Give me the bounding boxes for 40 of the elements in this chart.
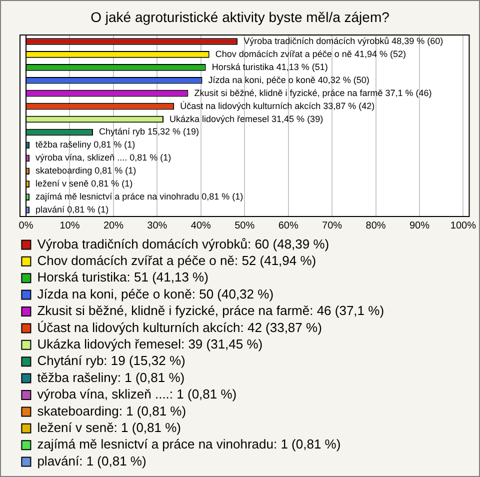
legend-label: Chytání ryb: 19 (15,32 %) [37,353,186,368]
legend-label: Výroba tradičních domácích výrobků: 60 (48,39 %) [37,236,330,252]
data-label: Chytání ryb 15,32 % (19) [98,126,200,137]
legend-label: plavání: 1 (0,81 %) [37,453,146,468]
x-tick-label: 100% [450,220,476,232]
data-label: skateboarding 0,81 % (1) [36,166,136,176]
x-tick-label: 70% [322,220,342,232]
legend-label: Účast na lidových kulturních akcích: 42 (33,87 %) [37,320,322,335]
legend-label: výroba vína, sklizeň ....: 1 (0,81 %) [37,386,237,402]
data-label: plavání 0,81 % (1) [36,204,109,214]
legend-label: skateboarding: 1 (0,81 %) [37,403,186,418]
legend-label: ležení v seně: 1 (0,81 %) [37,420,182,435]
x-tick-label: 30% [147,220,168,232]
data-label: Ukázka lidových řemesel 31,45 % (39) [170,114,324,124]
x-tick-label: 60% [278,220,298,232]
x-tick-label: 10% [60,220,80,232]
data-label: výroba vína, sklizeň .... 0,81 % (1) [36,152,172,163]
x-tick-label: 90% [409,220,430,232]
data-label: Zkusit si běžné, klidně i fyzické, práce na farmě 37,1 % (46) [194,88,432,98]
legend-label: těžba rašeliny: 1 (0,81 %) [37,370,185,385]
legend-label: Ukázka lidových řemesel: 39 (31,45 %) [37,336,263,352]
x-tick-label: 40% [190,220,211,232]
data-label: zajímá mě lesnictví a práce na vinohradu 0,81 % (1) [36,192,244,202]
legend-label: Horská turistika: 51 (41,13 %) [37,270,208,285]
legend-label: Chov domácích zvířat a péče o ně: 52 (41,94 %) [37,252,316,268]
legend-label: Jízda na koni, péče o koně: 50 (40,32 %) [37,286,274,302]
data-label: Jízda na koni, péče o koně 40,32 % (50) [208,74,370,85]
data-label: Chov domácích zvířat a péče o ně 41,94 % (52) [215,48,406,59]
data-label: Účast na lidových kulturních akcích 33,87 % (42) [180,100,375,111]
data-label: Výroba tradičních domácích výrobků 48,39 % (60) [244,36,444,46]
legend-label: Zkusit si běžné, klidně i fyzické, práce na farmě: 46 (37,1 %) [37,303,384,318]
x-tick-label: 80% [366,220,386,232]
x-tick-label: 0% [18,220,34,232]
data-label: Horská turistika 41,13 % (51) [212,62,328,72]
legend-label: zajímá mě lesnictví a práce na vinohradu: 1 (0,81 %) [37,436,341,452]
data-label: ležení v seně 0,81 % (1) [36,178,133,189]
x-tick-label: 20% [103,220,124,232]
x-tick-label: 50% [234,220,255,232]
chart-title: O jaké agroturistické aktivity byste měl/a zájem? [90,8,390,27]
data-label: těžba rašeliny 0,81 % (1) [36,140,136,150]
